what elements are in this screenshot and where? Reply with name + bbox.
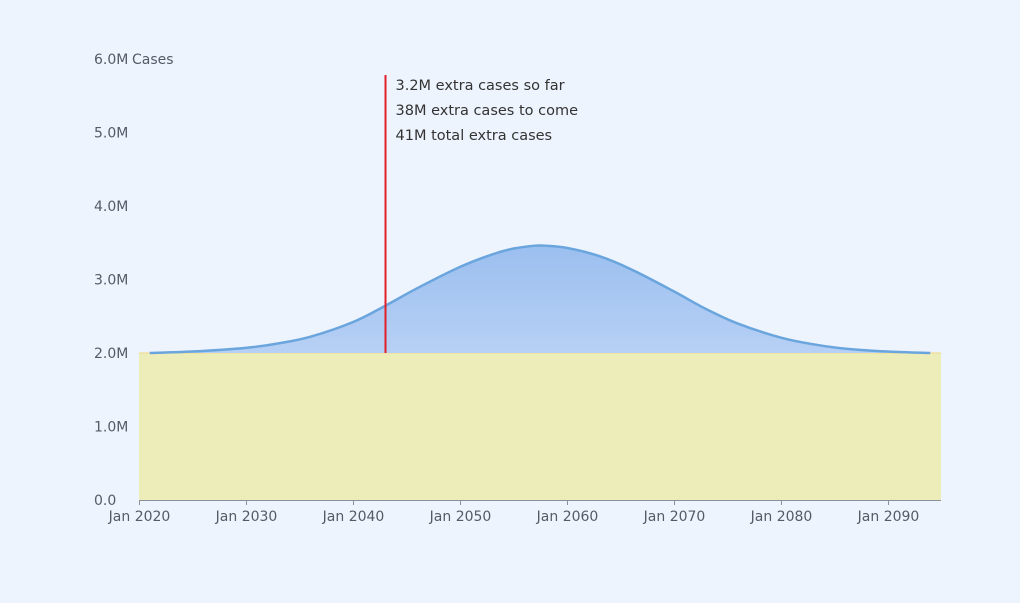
y-tick-label: 3.0M (94, 273, 128, 289)
annotation-text: 38M extra cases to come (396, 103, 579, 119)
x-tick-label: Jan 2040 (322, 509, 385, 525)
y-tick-label: 5.0M (94, 126, 128, 142)
x-tick-label: Jan 2070 (643, 509, 706, 525)
y-tick-label: 4.0M (94, 199, 128, 215)
y-tick-label: 1.0M (94, 420, 128, 436)
y-tick-label: 6.0M (94, 52, 128, 68)
y-tick-label: 2.0M (94, 346, 128, 362)
x-tick-label: Jan 2020 (108, 509, 171, 525)
y-unit-label: Cases (132, 52, 174, 68)
baseline-area (139, 353, 941, 500)
x-tick-label: Jan 2050 (429, 509, 492, 525)
series-line-0 (149, 244, 931, 355)
x-tick-label: Jan 2080 (750, 509, 813, 525)
x-tick-label: Jan 2060 (536, 509, 599, 525)
series-area-0 (149, 245, 931, 353)
x-tick-label: Jan 2030 (215, 509, 278, 525)
x-tick-label: Jan 2090 (857, 509, 920, 525)
y-tick-label: 0.0 (94, 493, 116, 509)
annotation-text: 3.2M extra cases so far (396, 78, 565, 94)
annotation-text: 41M total extra cases (396, 128, 553, 144)
